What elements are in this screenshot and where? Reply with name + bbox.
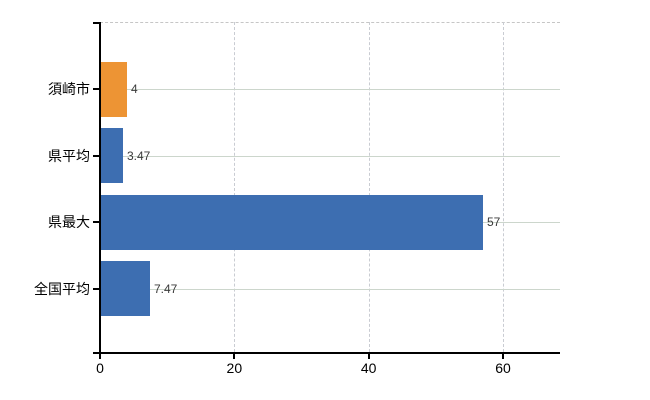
x-axis-line (93, 352, 560, 354)
x-tick-label: 40 (360, 360, 377, 376)
category-label: 県平均 (48, 147, 90, 164)
plot-top-border (100, 22, 560, 23)
bar-4 (101, 261, 150, 316)
horizontal-gridline (100, 288, 560, 290)
category-label: 県最大 (48, 214, 90, 230)
category-tick (93, 221, 100, 223)
x-tick-label: 60 (495, 360, 511, 376)
category-label: 須崎市 (48, 81, 90, 97)
y-axis-top-tick (93, 22, 100, 24)
x-axis-tick (233, 353, 236, 359)
y-axis-line (99, 22, 101, 359)
bar-3 (101, 194, 483, 250)
x-tick-label: 0 (96, 360, 104, 376)
vertical-gridline (368, 22, 370, 352)
x-tick-label: 20 (226, 360, 243, 376)
vertical-gridline (234, 22, 236, 352)
category-tick (93, 154, 100, 157)
category-label: 全国平均 (34, 280, 90, 297)
x-axis-tick (502, 353, 504, 359)
value-label: 7.47 (154, 281, 178, 296)
horizontal-gridline (100, 89, 560, 90)
category-tick (93, 88, 100, 90)
vertical-gridline (503, 22, 504, 352)
value-label: 4 (131, 82, 138, 96)
value-label: 3.47 (127, 148, 151, 163)
category-tick (93, 287, 100, 290)
bar-1 (101, 61, 127, 117)
x-axis-tick (99, 353, 101, 359)
x-axis-tick (367, 353, 370, 359)
value-label: 57 (487, 215, 501, 229)
bar-2 (101, 128, 123, 183)
horizontal-gridline (100, 155, 560, 157)
